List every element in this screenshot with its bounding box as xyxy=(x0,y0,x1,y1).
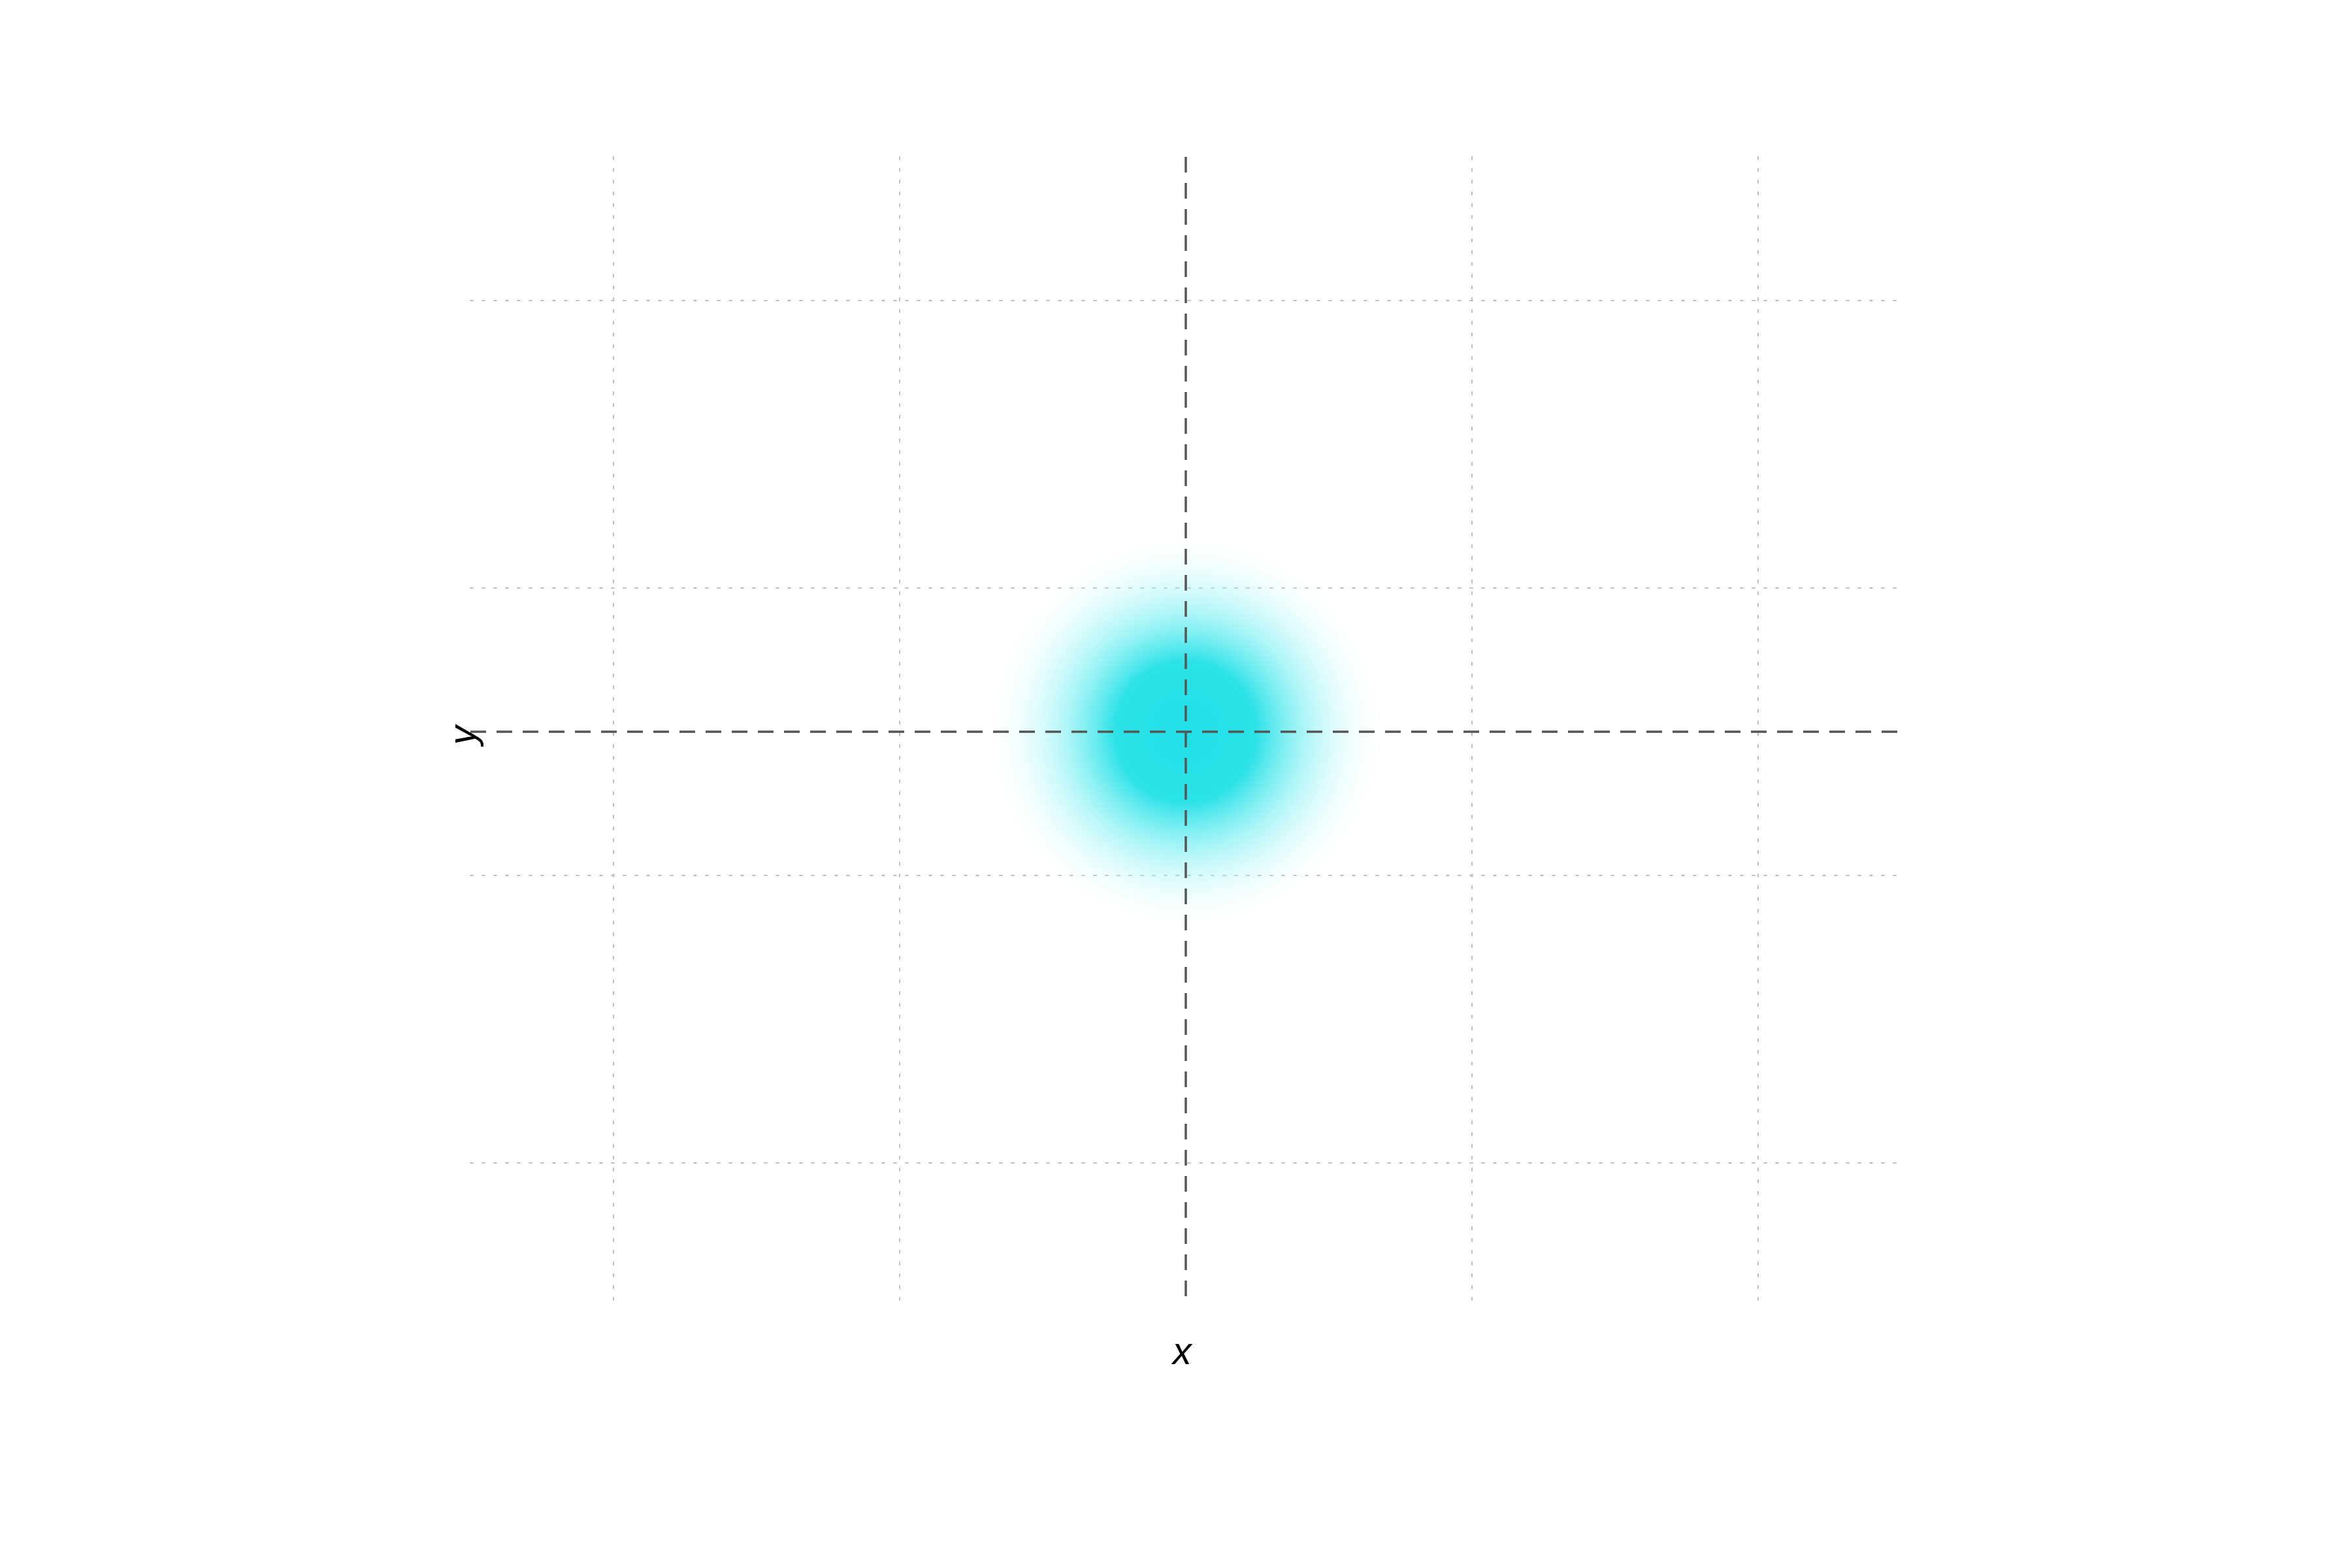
x-axis-label: x xyxy=(1173,1333,1192,1371)
figure-canvas: x y xyxy=(0,0,2352,1568)
y-axis-label: y xyxy=(444,726,482,745)
